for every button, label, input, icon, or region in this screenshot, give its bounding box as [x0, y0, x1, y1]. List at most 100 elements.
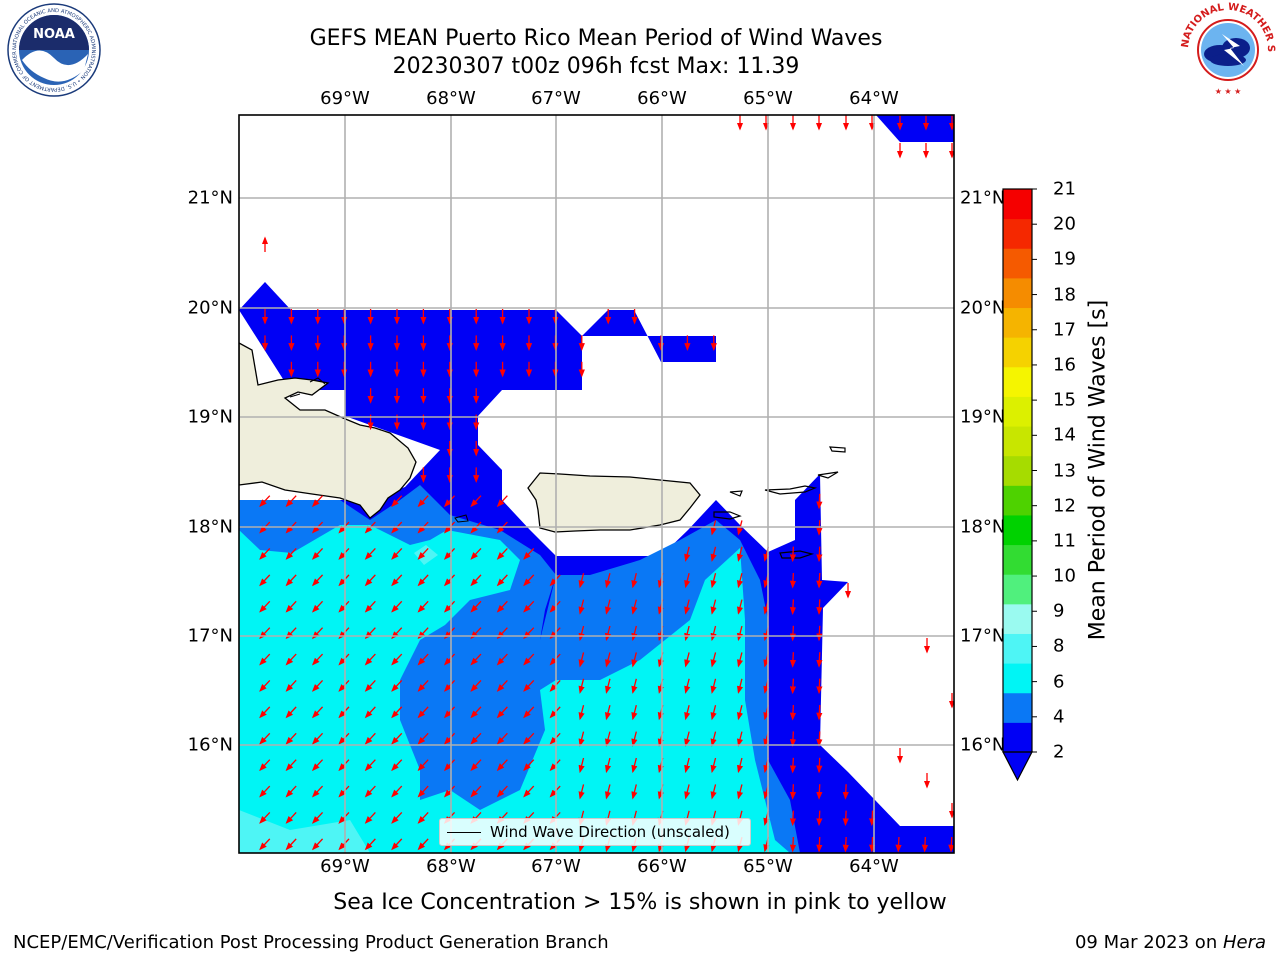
wind-wave-arrow: [443, 680, 456, 692]
lon-tick-top: 66°W: [637, 88, 687, 109]
colorbar-label: 12: [1053, 495, 1076, 517]
wind-wave-arrow: [684, 546, 691, 562]
wind-wave-arrow: [417, 838, 429, 851]
colorbar-label: 11: [1053, 530, 1076, 552]
wind-wave-arrow: [684, 705, 691, 721]
wind-wave-arrow: [391, 548, 403, 560]
wind-wave-arrow: [736, 625, 744, 642]
wind-wave-arrow: [736, 784, 744, 800]
lat-tick-right: 18°N: [960, 516, 1006, 538]
lon-tick-bottom: 69°W: [320, 856, 370, 877]
wind-wave-arrow: [816, 810, 823, 827]
wind-wave-arrow: [417, 653, 429, 666]
wind-wave-arrow: [816, 678, 823, 695]
wave-period-region-low: [876, 115, 954, 142]
wind-wave-arrow: [789, 836, 797, 853]
wind-wave-arrow: [417, 706, 429, 719]
wind-wave-arrow: [311, 706, 324, 719]
lat-tick-right: 19°N: [960, 406, 1006, 428]
wind-wave-arrow: [789, 731, 797, 747]
colorbar-label: 20: [1053, 213, 1076, 235]
wind-wave-arrow: [710, 678, 717, 694]
wind-wave-arrow: [470, 785, 482, 798]
wind-wave-arrow: [259, 785, 271, 798]
wind-wave-arrow: [285, 785, 297, 798]
wind-wave-arrow: [816, 546, 823, 563]
wind-wave-arrow: [364, 838, 376, 851]
wind-wave-arrow: [604, 625, 612, 642]
lat-tick-left: 19°N: [187, 406, 233, 428]
wind-wave-arrow: [443, 759, 456, 772]
wind-wave-arrow: [789, 625, 797, 642]
wind-wave-arrow: [948, 836, 954, 853]
colorbar-box: [1003, 663, 1032, 694]
wind-wave-arrow: [736, 757, 744, 774]
wind-wave-arrow: [470, 574, 482, 587]
wind-wave-arrow: [736, 573, 744, 589]
wind-wave-arrow: [364, 812, 376, 824]
wind-wave-arrow: [311, 812, 324, 824]
wind-wave-arrow: [391, 759, 403, 772]
colorbar-label: 18: [1053, 284, 1076, 306]
wind-wave-arrow: [364, 680, 376, 692]
wind-wave-arrow: [285, 680, 297, 692]
land-vieques: [713, 511, 742, 520]
wind-wave-arrow: [496, 680, 508, 692]
wind-wave-arrow: [470, 732, 482, 745]
wind-wave-arrow: [311, 548, 324, 560]
wind-wave-arrow: [285, 495, 297, 508]
wind-wave-arrow: [736, 731, 744, 747]
wind-wave-arrow: [578, 705, 585, 721]
wind-wave-arrow: [684, 652, 691, 668]
wind-wave-arrow: [816, 784, 823, 800]
wind-wave-arrow: [523, 548, 535, 560]
wind-wave-arrow: [604, 731, 612, 747]
wind-wave-arrow: [285, 548, 297, 560]
wind-wave-arrow: [631, 705, 638, 721]
wave-period-region-low: [239, 282, 291, 310]
colorbar-box: [1003, 574, 1032, 605]
lon-tick-top: 68°W: [426, 88, 476, 109]
wind-wave-arrow: [259, 574, 271, 587]
colorbar-box: [1003, 277, 1032, 309]
land-hispaniola: [239, 342, 417, 519]
wind-wave-arrow: [789, 810, 797, 827]
wind-wave-arrow: [364, 548, 376, 560]
wind-wave-arrow: [710, 573, 717, 589]
wind-wave-arrow: [523, 732, 535, 745]
footer-date-text: 09 Mar 2023 on: [1074, 932, 1223, 953]
lat-tick-left: 16°N: [187, 734, 233, 756]
lat-tick-left: 21°N: [187, 187, 233, 209]
wind-wave-arrow: [391, 680, 403, 692]
land-mona: [454, 514, 469, 523]
wind-wave-arrow: [470, 706, 482, 719]
colorbar-box: [1003, 218, 1032, 249]
wind-wave-arrow: [391, 653, 403, 666]
colorbar-label: 8: [1053, 635, 1065, 657]
wind-wave-arrow: [470, 759, 482, 772]
wind-wave-arrow: [736, 652, 744, 668]
wind-wave-arrow: [311, 574, 324, 587]
colorbar-label: 13: [1053, 460, 1076, 481]
wind-wave-arrow: [443, 706, 456, 719]
wind-wave-arrow: [311, 653, 324, 666]
wind-wave-arrow: [311, 732, 324, 745]
wind-wave-arrow: [391, 600, 403, 613]
wind-wave-arrow: [523, 706, 535, 719]
colorbar-label: 9: [1053, 600, 1065, 622]
wind-wave-arrow: [789, 704, 797, 721]
wind-wave-arrow: [578, 599, 585, 615]
wind-wave-arrow: [496, 600, 508, 613]
wind-wave-arrow: [259, 653, 271, 666]
lat-tick-right: 17°N: [960, 625, 1006, 647]
wind-wave-arrow: [578, 731, 585, 747]
lon-tick-top: 67°W: [531, 88, 581, 109]
lat-tick-right: 20°N: [960, 297, 1006, 319]
colorbar-box: [1003, 337, 1032, 368]
wind-wave-arrow: [443, 495, 456, 508]
wind-wave-arrow: [684, 731, 691, 747]
wind-wave-arrow: [259, 706, 271, 719]
colorbar-label: 4: [1053, 706, 1065, 728]
wind-wave-arrow: [604, 705, 612, 721]
legend: Wind Wave Direction (unscaled): [439, 818, 751, 846]
